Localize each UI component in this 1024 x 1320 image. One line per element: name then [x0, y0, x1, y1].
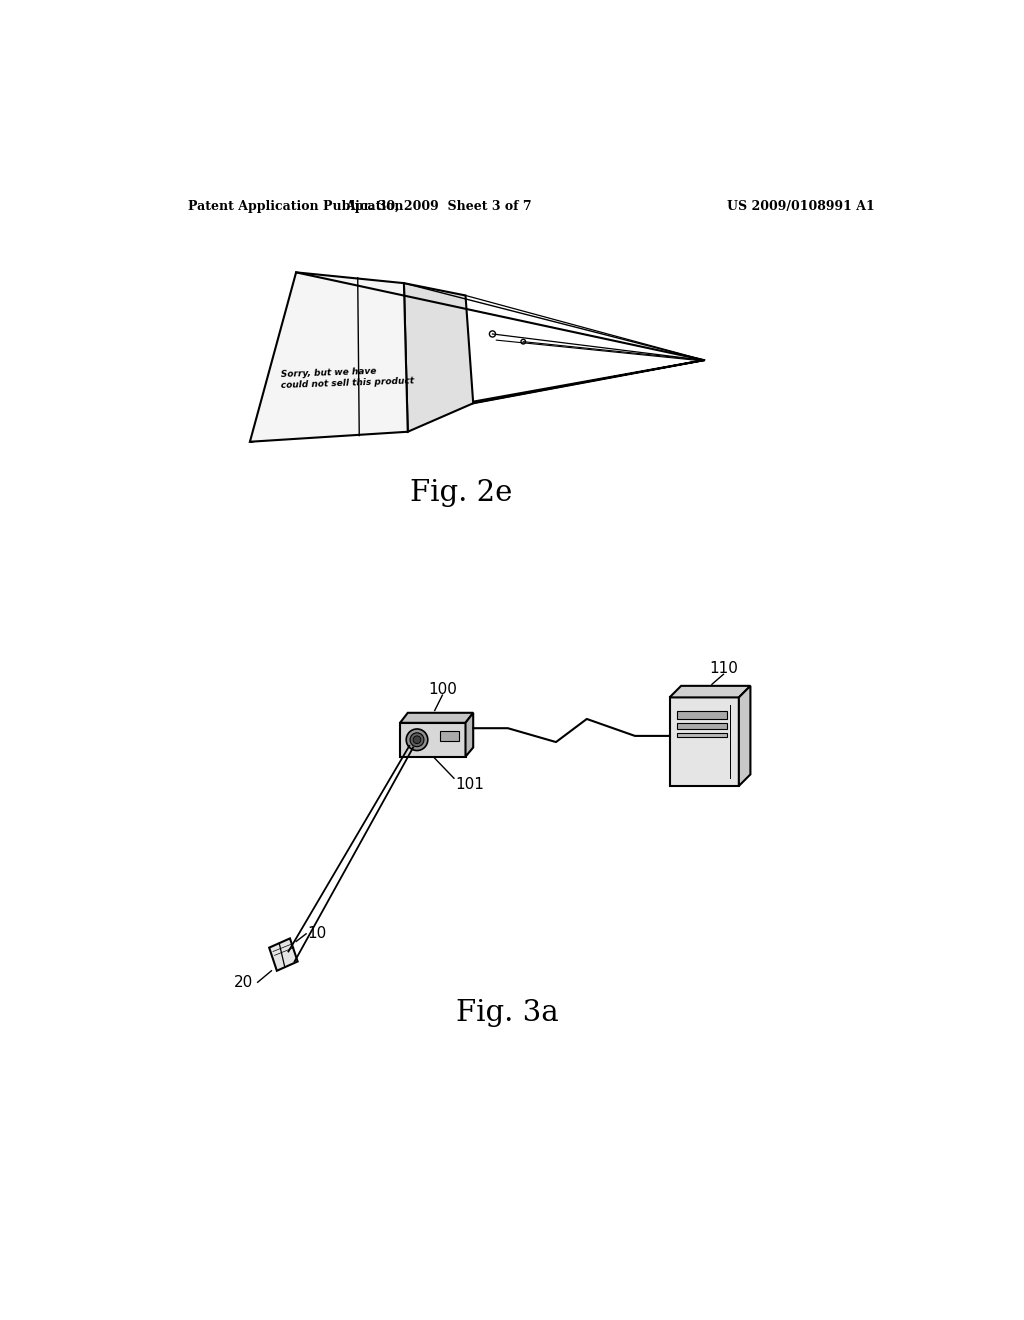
Circle shape	[410, 733, 424, 747]
Text: Fig. 3a: Fig. 3a	[457, 999, 559, 1027]
Polygon shape	[670, 697, 739, 785]
Polygon shape	[269, 939, 298, 970]
Text: 100: 100	[428, 682, 457, 697]
Polygon shape	[403, 284, 473, 432]
Polygon shape	[400, 723, 466, 756]
Text: 110: 110	[709, 660, 738, 676]
Bar	[677, 733, 727, 738]
Polygon shape	[250, 360, 705, 442]
Polygon shape	[250, 272, 408, 442]
Circle shape	[521, 339, 525, 345]
Bar	[677, 723, 727, 729]
Bar	[677, 711, 727, 719]
Text: US 2009/0108991 A1: US 2009/0108991 A1	[727, 199, 874, 213]
Text: Apr. 30, 2009  Sheet 3 of 7: Apr. 30, 2009 Sheet 3 of 7	[345, 199, 531, 213]
Bar	[440, 730, 460, 742]
Circle shape	[489, 331, 496, 337]
Polygon shape	[670, 686, 751, 697]
Text: 20: 20	[234, 974, 253, 990]
Polygon shape	[400, 713, 473, 723]
Text: 10: 10	[307, 927, 327, 941]
Text: Fig. 2e: Fig. 2e	[411, 479, 513, 507]
Circle shape	[413, 737, 421, 743]
Circle shape	[407, 729, 428, 751]
Text: Patent Application Publication: Patent Application Publication	[188, 199, 403, 213]
Text: Sorry, but we have
could not sell this product: Sorry, but we have could not sell this p…	[281, 366, 415, 389]
Polygon shape	[466, 713, 473, 756]
Polygon shape	[739, 686, 751, 785]
Text: 101: 101	[455, 777, 483, 792]
